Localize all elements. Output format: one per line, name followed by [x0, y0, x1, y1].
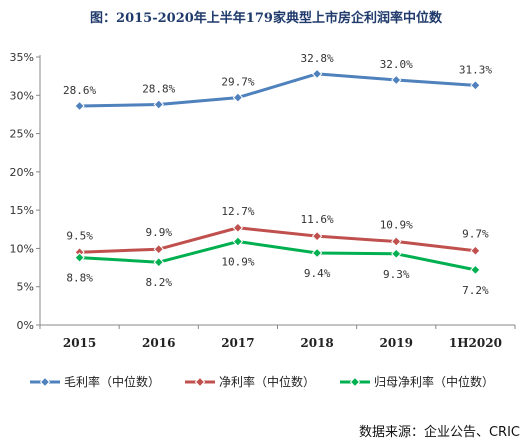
data-point [391, 74, 402, 86]
data-labels: 28.6% 28.8% 29.7% 32.8% 32.0% 31.3% 9.5% 9.9% 12… [63, 52, 492, 297]
series-line-3 [79, 240, 476, 272]
x-tick-label: 1H2020 [449, 336, 502, 350]
data-label: 9.3% [383, 268, 410, 281]
data-label: 31.3% [459, 63, 492, 76]
series-line-2 [79, 226, 476, 254]
data-label: 32.0% [380, 58, 413, 71]
data-point [153, 257, 164, 268]
data-label: 10.9% [221, 256, 254, 269]
y-tick-label: 5% [17, 281, 34, 294]
legend: 毛利率（中位数） 净利率（中位数） 归母净利率（中位数） [30, 374, 494, 389]
data-point [391, 236, 402, 247]
data-label: 9.4% [304, 267, 331, 280]
data-label: 9.5% [66, 229, 93, 242]
data-label: 8.2% [146, 276, 173, 289]
data-label: 7.2% [462, 284, 489, 297]
legend-marker [194, 376, 206, 388]
data-point [311, 247, 323, 259]
x-tick-label: 2019 [380, 336, 413, 350]
x-tick-label: 2018 [300, 336, 333, 350]
data-label: 29.7% [221, 76, 254, 89]
data-point [74, 100, 85, 112]
chart-title: 图：2015-2020年上半年179家典型上市房企利润率中位数 [90, 10, 443, 26]
data-point [232, 222, 244, 233]
data-point [232, 236, 244, 247]
data-label: 11.6% [301, 213, 334, 226]
data-label: 10.9% [380, 219, 413, 232]
legend-label: 归母净利率（中位数） [374, 374, 494, 389]
y-tick-label: 10% [10, 242, 34, 255]
legend-marker [349, 376, 361, 388]
legend-label: 毛利率（中位数） [64, 374, 160, 389]
data-label: 32.8% [301, 52, 334, 65]
x-tick-label: 2015 [63, 336, 96, 350]
data-point [232, 92, 244, 103]
axes: 0% 5% 10% 15% 20% 25% 30% 35% 2015 2016 2017 2018 20… [10, 51, 516, 350]
data-point [311, 230, 323, 242]
data-point [74, 252, 85, 263]
legend-marker [39, 376, 51, 388]
legend-label: 净利率（中位数） [219, 374, 315, 389]
data-label: 12.7% [221, 205, 254, 218]
x-tick-label: 2017 [221, 336, 254, 350]
y-tick-label: 15% [10, 204, 34, 217]
data-point [470, 264, 481, 276]
data-point [470, 245, 481, 256]
data-point [153, 243, 164, 255]
y-tick-label: 30% [10, 89, 34, 102]
series-line-1 [79, 72, 476, 108]
data-label: 8.8% [66, 272, 93, 285]
y-tick-label: 35% [10, 51, 34, 64]
y-tick-label: 0% [17, 319, 34, 332]
x-tick-label: 2016 [142, 336, 175, 350]
data-point [470, 80, 481, 91]
data-label: 28.8% [142, 82, 175, 95]
data-label: 9.7% [462, 228, 489, 241]
data-point [153, 99, 164, 110]
data-label: 28.6% [63, 84, 96, 97]
data-point [391, 248, 402, 259]
series-group [74, 68, 481, 276]
y-tick-label: 20% [10, 166, 34, 179]
y-tick-label: 25% [10, 128, 34, 141]
source-note: 数据来源：企业公告、CRIC [359, 424, 520, 440]
data-point [311, 68, 323, 80]
data-label: 9.9% [146, 226, 173, 239]
